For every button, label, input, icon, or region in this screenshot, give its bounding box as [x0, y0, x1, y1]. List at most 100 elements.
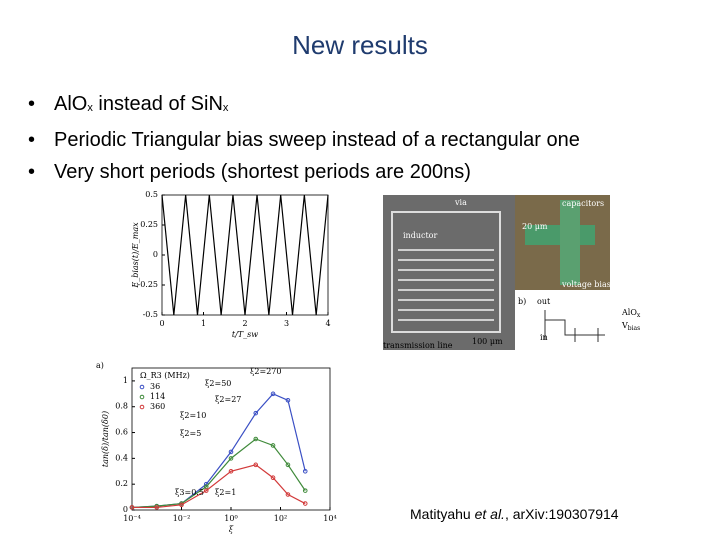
image-label: AlOx: [621, 308, 641, 319]
data-point: [302, 468, 308, 474]
x-tick-label: 4: [325, 319, 330, 328]
legend-label: 36: [150, 382, 160, 391]
data-line: [161, 194, 329, 316]
image-label: inductor: [403, 231, 437, 240]
data-point: [302, 501, 308, 506]
slide-title: New results: [292, 30, 428, 60]
bullet-text: instead of SiN: [92, 93, 223, 115]
data-point: [228, 449, 234, 455]
capacitor-pad: [560, 200, 580, 285]
subscript: x: [637, 312, 641, 319]
y-tick-label: 0.4: [115, 453, 128, 462]
annotation: ξ2=27: [215, 395, 241, 404]
data-point: [270, 443, 276, 448]
y-tick-label: 0: [123, 505, 128, 514]
annotation: ξ2=10: [180, 411, 206, 420]
x-tick-label: 10⁰: [224, 514, 237, 523]
subscript: x: [222, 102, 229, 114]
data-point: [154, 505, 160, 510]
y-tick-label: -0.5: [143, 310, 158, 319]
image-label: 100 μm: [472, 337, 503, 346]
x-axis-label: t/T_sw: [232, 330, 258, 339]
image-label: out: [537, 297, 551, 306]
x-tick-label: 1: [201, 319, 206, 328]
data-point: [179, 502, 184, 508]
annotation: ξ3=0.5: [175, 488, 204, 497]
legend-marker: [139, 394, 145, 400]
x-tick-label: 3: [284, 319, 289, 328]
inductor-outline: [391, 211, 501, 333]
data-point: [129, 505, 135, 510]
bullet: Very short periods (shortest periods are…: [28, 156, 580, 188]
bullet-text: Periodic Triangular bias sweep instead o…: [54, 129, 580, 151]
image-label: voltage bias: [561, 280, 611, 289]
image-label: b): [518, 297, 526, 306]
legend-marker: [139, 404, 145, 410]
subscript: x: [87, 102, 93, 114]
image-label: 20 μm: [522, 222, 548, 231]
data-line: [132, 464, 306, 509]
bullet-text: Very short periods (shortest periods are…: [54, 161, 471, 183]
annotation: ξ2=270: [250, 367, 281, 376]
data-point: [302, 488, 308, 493]
x-tick-label: 10⁴: [323, 514, 336, 523]
legend-label: 114: [150, 392, 165, 401]
y-axis-label: tan(δ)/tan(δ0): [101, 411, 110, 467]
legend-marker: [139, 384, 145, 390]
data-point: [285, 397, 291, 403]
citation-text: Matityahu: [410, 506, 475, 522]
bullet-text: AlO: [54, 93, 88, 115]
citation-text: et al.: [474, 506, 505, 522]
image-label: via: [454, 198, 467, 207]
annotation: ξ2=1: [215, 488, 236, 497]
data-point: [253, 462, 259, 468]
y-tick-label: 0: [153, 250, 158, 259]
data-point: [270, 391, 276, 397]
circuit: [544, 310, 605, 342]
image-label: in: [540, 333, 548, 342]
legend-title: Ω_R3 (MHz): [140, 371, 190, 380]
data-point: [228, 468, 234, 474]
annotation: ξ2=50: [205, 379, 231, 388]
y-tick-label: 0.25: [140, 220, 158, 229]
data-point: [203, 488, 209, 493]
bullet-list: AlOx instead of SiNx Periodic Triangular…: [28, 88, 580, 188]
data-point: [285, 492, 291, 497]
data-point: [253, 436, 259, 442]
subscript: bias: [628, 325, 640, 332]
x-tick-label: 10⁻²: [173, 514, 191, 523]
data-point: [228, 456, 234, 461]
bullet: AlOx instead of SiNx: [28, 88, 580, 124]
image-label: transmission line: [383, 341, 453, 350]
citation: Matityahu et al., arXiv:190307914: [410, 506, 619, 522]
y-tick-label: -0.25: [137, 280, 158, 289]
y-tick-label: 1: [123, 376, 128, 385]
y-tick-label: 0.6: [115, 428, 128, 437]
x-tick-label: 10⁻⁴: [123, 514, 141, 523]
panel-label: a): [96, 361, 104, 370]
y-axis-label: E_bias(t)/E_max: [131, 222, 140, 289]
x-tick-label: 10²: [274, 514, 287, 523]
y-tick-label: 0.5: [145, 190, 158, 199]
x-axis-label: ξ: [229, 525, 234, 534]
citation-text: , arXiv:190307914: [504, 506, 619, 522]
x-tick-label: 2: [242, 319, 247, 328]
annotation: ξ2=5: [180, 429, 201, 438]
y-tick-label: 0.8: [115, 402, 128, 411]
inductor-meander: [398, 249, 494, 321]
device-photo: [383, 195, 515, 350]
data-point: [285, 462, 291, 468]
y-tick-label: 0.2: [115, 479, 128, 488]
data-line: [131, 438, 306, 509]
image-label: Vbias: [621, 321, 640, 332]
legend-label: 360: [150, 402, 165, 411]
data-point: [270, 475, 276, 481]
image-label: capacitors: [562, 199, 604, 208]
x-tick-label: 0: [159, 319, 164, 328]
data-point: [253, 410, 259, 416]
bullet: Periodic Triangular bias sweep instead o…: [28, 124, 580, 156]
